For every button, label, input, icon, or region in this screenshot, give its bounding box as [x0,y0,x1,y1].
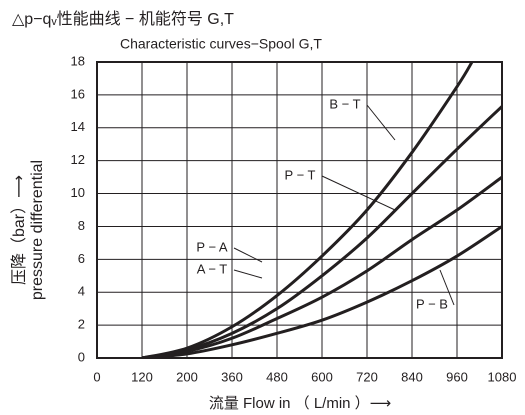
y-tick-label: 4 [78,284,85,299]
x-axis-label: 流量 Flow in （ L/min ）⟶ [209,395,391,412]
curve-label: B − T [329,96,360,111]
curve [141,225,502,358]
x-tick-label: 720 [356,369,378,384]
y-tick-label: 8 [78,218,85,233]
curve [141,175,502,358]
plot-frame [96,61,503,359]
x-tick-label: 0 [93,369,100,384]
x-tick-label: 480 [266,369,288,384]
curve-label: A − T [197,261,228,276]
chart-subtitle: Characteristic curves−Spool G,T [120,36,322,52]
y-tick-label: 0 [78,349,85,364]
x-tick-label: 840 [401,369,423,384]
curve [141,62,474,358]
curve-label: P − B [416,296,448,311]
y-tick-label: 10 [71,185,85,200]
x-tick-label: 120 [131,369,153,384]
curve-label: P − T [285,167,316,182]
y-tick-label: 16 [71,86,85,101]
leader-line [233,247,263,263]
y-tick-label: 14 [71,119,85,134]
y-tick-label: 2 [78,317,85,332]
x-tick-label: 960 [446,369,468,384]
y-tick-label: 6 [78,251,85,266]
y-axis-label: pressure differential [29,160,46,300]
x-tick-label: 1080 [488,369,517,384]
leader-line [366,104,396,141]
curve-label: P − A [196,239,228,254]
chart-title: △p−qᵥ性能曲线 − 机能符号 G,T [12,10,234,28]
y-tick-label: 12 [71,152,85,167]
y-tick-label: 18 [71,53,85,68]
leader-line [321,175,396,211]
x-tick-label: 600 [311,369,333,384]
leader-line [439,269,455,306]
y-axis-label: 压降（bar）⟶ [10,175,28,285]
curve [141,105,502,358]
x-tick-label: 200 [176,369,198,384]
leader-line [233,269,263,279]
x-tick-label: 360 [221,369,243,384]
